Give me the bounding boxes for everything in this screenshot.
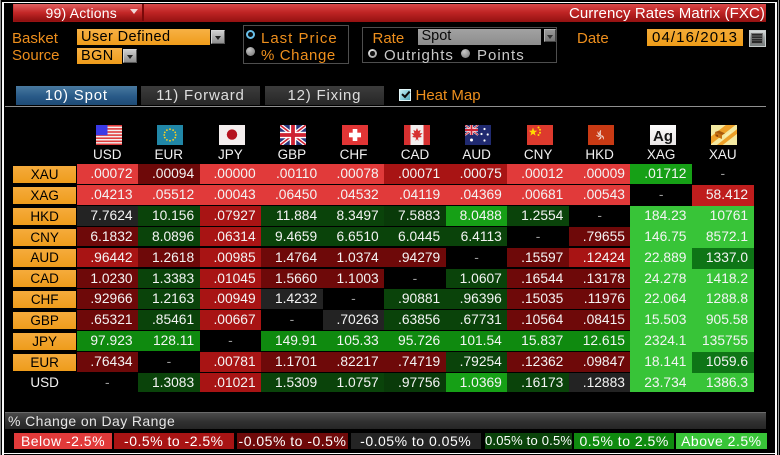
svg-text:Ag: Ag: [653, 128, 673, 145]
